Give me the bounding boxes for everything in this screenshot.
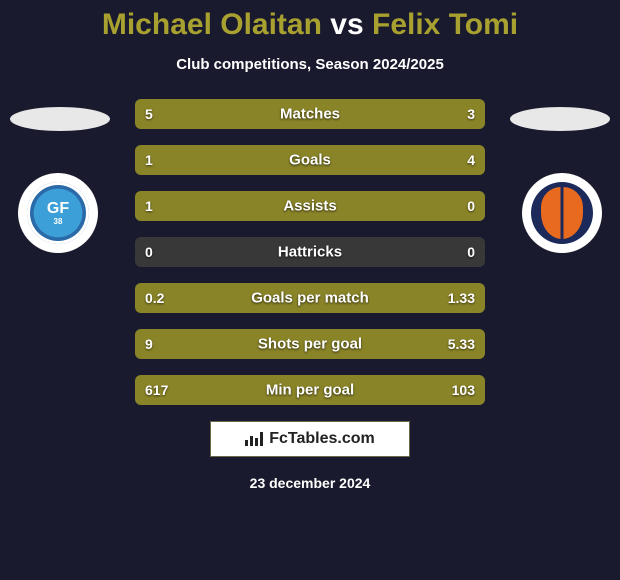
player1-club-badge: GF 38 [18,173,98,253]
comparison-body: GF 38 53Matches 14Goals 10Assists 00Hattric… [0,93,620,405]
player1-name: Michael Olaitan [102,8,322,41]
bar-chart-icon [245,432,263,446]
stat-label: Hattricks [135,244,485,261]
badge-gf-text: GF [47,200,69,217]
tampere-badge-icon [531,182,593,244]
stat-label: Matches [135,106,485,123]
stat-label: Assists [135,198,485,215]
stat-label: Goals [135,152,485,169]
vs-separator: vs [330,8,363,41]
stat-row: 10Assists [135,191,485,221]
stat-label: Min per goal [135,382,485,399]
stat-row: 14Goals [135,145,485,175]
stats-list: 53Matches 14Goals 10Assists 00Hattricks 0.21… [135,93,485,405]
comparison-title: Michael Olaitan vs Felix Tomi [0,0,620,42]
badge-gf-sub: 38 [47,218,69,226]
player1-shadow-ellipse [10,107,110,131]
player2-club-badge [522,173,602,253]
stat-row: 617103Min per goal [135,375,485,405]
stat-row: 95.33Shots per goal [135,329,485,359]
stat-label: Goals per match [135,290,485,307]
fctables-watermark: FcTables.com [210,421,410,457]
stat-row: 53Matches [135,99,485,129]
tampere-shield-icon [541,187,583,239]
stat-row: 0.21.33Goals per match [135,283,485,313]
stat-row: 00Hattricks [135,237,485,267]
stat-label: Shots per goal [135,336,485,353]
season-subtitle: Club competitions, Season 2024/2025 [0,56,620,73]
snapshot-date: 23 december 2024 [0,475,620,491]
player2-shadow-ellipse [510,107,610,131]
player2-name: Felix Tomi [372,8,518,41]
fctables-text: FcTables.com [269,430,375,448]
grenoble-badge-icon: GF 38 [27,182,89,244]
